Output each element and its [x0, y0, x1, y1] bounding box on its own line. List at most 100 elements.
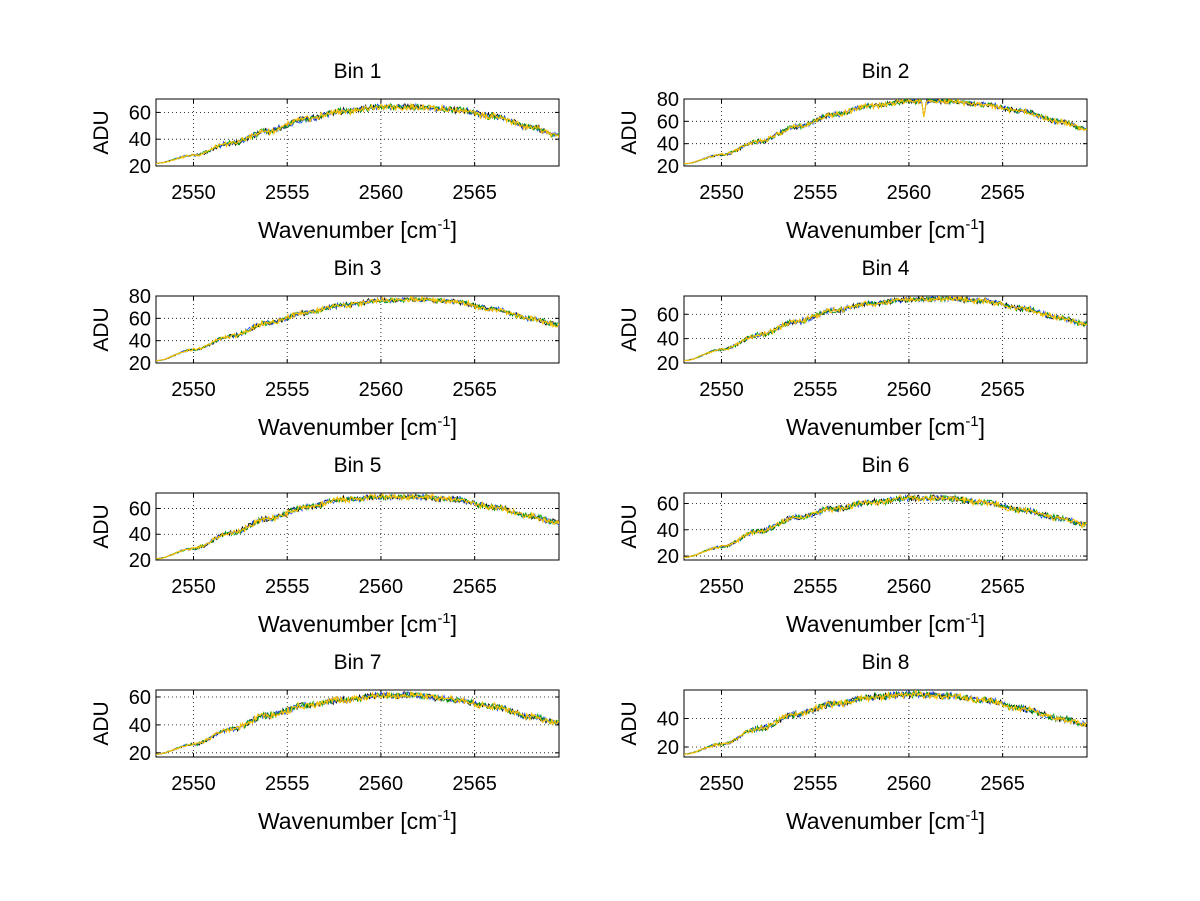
y-tick-label: 20 [129, 353, 151, 375]
x-tick-label: 2550 [699, 773, 744, 795]
x-tick-label: 2555 [793, 576, 838, 598]
chart-title: Bin 1 [334, 60, 382, 83]
chart-panel: 2550 2555 2560 2565 20 40 Bin 8 ADU Wavenumber [… [618, 651, 1088, 834]
y-tick-label: 20 [657, 546, 679, 568]
x-tick-label: 2565 [980, 182, 1025, 204]
x-tick-label: 2565 [980, 576, 1025, 598]
y-tick-label: 80 [657, 89, 679, 111]
series-line [156, 296, 559, 362]
x-tick-label: 2565 [980, 379, 1025, 401]
chart-panel: 2550 2555 2560 2565 20 40 60 Bin 6 ADU Wavenumber… [618, 454, 1088, 637]
x-tick-label: 2550 [171, 773, 216, 795]
x-tick-label: 2560 [887, 576, 932, 598]
y-tick-label: 40 [129, 331, 151, 353]
x-tick-label: 2565 [452, 576, 497, 598]
x-tick-label: 2560 [887, 773, 932, 795]
x-axis-label: Wavenumber [cm-1] [786, 413, 985, 440]
series-line [156, 690, 559, 756]
x-tick-label: 2565 [452, 182, 497, 204]
axes-box [683, 295, 1088, 364]
x-tick-label: 2560 [359, 379, 404, 401]
x-tick-label: 2550 [699, 182, 744, 204]
series-line [684, 99, 1087, 165]
y-tick-label: 40 [657, 709, 679, 731]
x-axis-label: Wavenumber [cm-1] [258, 610, 457, 637]
y-tick-label: 60 [657, 111, 679, 133]
axes-box [155, 295, 560, 364]
y-tick-label: 60 [657, 304, 679, 326]
series-line [156, 102, 559, 165]
x-axis-label: Wavenumber [cm-1] [258, 807, 457, 834]
y-axis-label: ADU [618, 110, 641, 154]
y-axis-label: ADU [618, 504, 641, 548]
x-tick-label: 2550 [699, 576, 744, 598]
x-tick-label: 2555 [265, 182, 310, 204]
chart-panel: 2550 2555 2560 2565 20 40 60 Bin 5 ADU Wavenumber… [90, 454, 560, 637]
x-axis-label: Wavenumber [cm-1] [786, 610, 985, 637]
axes-box [683, 689, 1088, 758]
series-line [156, 691, 559, 755]
y-tick-label: 40 [129, 715, 151, 737]
chart-title: Bin 2 [862, 60, 910, 83]
y-tick-label: 40 [129, 129, 151, 151]
series-line [684, 494, 1087, 559]
x-tick-label: 2555 [265, 773, 310, 795]
chart-panel: 2550 2555 2560 2565 20 40 60 Bin 1 ADU Wavenumber… [90, 60, 560, 243]
y-tick-label: 60 [129, 687, 151, 709]
series-line [684, 493, 1087, 558]
x-tick-label: 2550 [171, 576, 216, 598]
series-line [156, 296, 559, 362]
axes-box [155, 492, 560, 561]
series-line [684, 296, 1087, 362]
y-tick-label: 40 [657, 329, 679, 351]
x-tick-label: 2565 [980, 773, 1025, 795]
y-tick-label: 60 [657, 494, 679, 516]
axes-box [155, 689, 560, 758]
x-tick-label: 2565 [452, 773, 497, 795]
y-axis-label: ADU [90, 701, 113, 745]
series-line [156, 493, 559, 560]
series-line [684, 690, 1087, 756]
y-tick-label: 40 [657, 520, 679, 542]
y-tick-label: 40 [129, 524, 151, 546]
chart-title: Bin 6 [862, 454, 910, 477]
y-tick-label: 20 [129, 156, 151, 178]
x-tick-label: 2560 [887, 182, 932, 204]
x-tick-label: 2550 [699, 379, 744, 401]
x-tick-label: 2560 [359, 576, 404, 598]
y-tick-label: 20 [657, 353, 679, 375]
y-tick-label: 60 [129, 308, 151, 330]
y-axis-label: ADU [90, 110, 113, 154]
x-tick-label: 2565 [452, 379, 497, 401]
y-tick-label: 20 [129, 550, 151, 572]
x-tick-label: 2555 [265, 576, 310, 598]
x-tick-label: 2555 [793, 773, 838, 795]
chart-title: Bin 5 [334, 454, 382, 477]
chart-title: Bin 8 [862, 651, 910, 674]
x-tick-label: 2560 [359, 773, 404, 795]
x-axis-label: Wavenumber [cm-1] [786, 807, 985, 834]
y-tick-label: 40 [657, 134, 679, 156]
x-tick-label: 2550 [171, 379, 216, 401]
y-tick-label: 20 [657, 156, 679, 178]
y-axis-label: ADU [618, 701, 641, 745]
x-tick-label: 2555 [793, 379, 838, 401]
y-tick-label: 60 [129, 498, 151, 520]
y-tick-label: 20 [129, 743, 151, 765]
x-tick-label: 2560 [359, 182, 404, 204]
y-axis-label: ADU [90, 307, 113, 351]
chart-title: Bin 3 [334, 257, 382, 280]
y-tick-label: 80 [129, 286, 151, 308]
x-tick-label: 2555 [793, 182, 838, 204]
x-axis-label: Wavenumber [cm-1] [258, 216, 457, 243]
x-axis-label: Wavenumber [cm-1] [258, 413, 457, 440]
y-axis-label: ADU [618, 307, 641, 351]
x-tick-label: 2550 [171, 182, 216, 204]
chart-title: Bin 7 [334, 651, 382, 674]
x-tick-label: 2555 [265, 379, 310, 401]
chart-panel: 2550 2555 2560 2565 20 40 60 Bin 7 ADU Wavenumber… [90, 651, 560, 834]
